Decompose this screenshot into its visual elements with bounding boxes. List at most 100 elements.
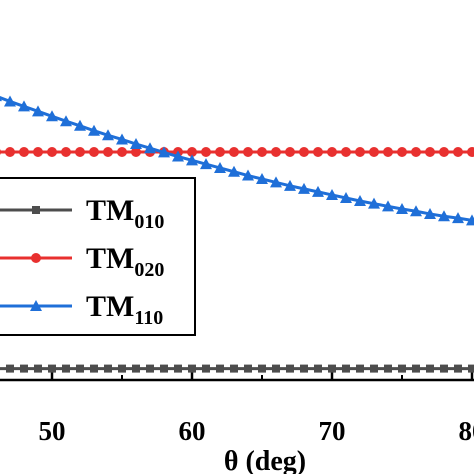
- marker: [31, 253, 41, 263]
- marker: [47, 147, 57, 157]
- marker: [272, 364, 280, 373]
- marker: [61, 147, 71, 157]
- marker: [19, 147, 29, 157]
- marker: [20, 364, 28, 373]
- marker: [243, 147, 253, 157]
- marker: [300, 364, 308, 373]
- marker: [453, 147, 463, 157]
- marker: [327, 147, 337, 157]
- marker: [6, 364, 14, 373]
- marker: [368, 197, 380, 209]
- marker: [397, 147, 407, 157]
- marker: [439, 147, 449, 157]
- legend-label: TM110: [86, 290, 163, 329]
- marker: [257, 147, 267, 157]
- x-axis-label: θ (deg): [224, 446, 306, 474]
- marker: [411, 147, 421, 157]
- x-tick-label: 60: [179, 416, 206, 446]
- marker: [440, 364, 448, 373]
- marker: [32, 105, 44, 117]
- marker: [4, 95, 16, 107]
- marker: [75, 147, 85, 157]
- marker: [214, 161, 226, 173]
- marker: [285, 147, 295, 157]
- marker: [188, 364, 196, 373]
- legend-label: TM020: [86, 242, 164, 281]
- marker: [30, 300, 42, 311]
- marker: [383, 147, 393, 157]
- marker: [454, 364, 462, 373]
- marker: [131, 147, 141, 157]
- marker: [468, 364, 474, 373]
- marker: [340, 191, 352, 203]
- x-tick-label: 70: [319, 416, 346, 446]
- marker: [62, 364, 70, 373]
- marker: [410, 205, 422, 217]
- marker: [328, 364, 336, 373]
- marker: [0, 97, 2, 102]
- marker: [396, 203, 408, 214]
- marker: [48, 364, 56, 373]
- marker: [244, 364, 252, 373]
- marker: [174, 364, 182, 373]
- marker: [467, 147, 474, 157]
- marker: [18, 100, 30, 112]
- marker: [88, 124, 100, 136]
- marker: [116, 133, 128, 145]
- marker: [160, 364, 168, 373]
- marker: [466, 214, 474, 226]
- marker: [452, 212, 464, 224]
- legend-label: TM010: [86, 194, 164, 233]
- marker: [186, 154, 198, 166]
- marker: [398, 364, 406, 373]
- marker: [382, 200, 394, 212]
- x-tick-label: 80: [459, 416, 474, 446]
- marker: [355, 147, 365, 157]
- marker: [229, 147, 239, 157]
- marker: [118, 364, 126, 373]
- marker: [369, 147, 379, 157]
- marker: [146, 364, 154, 373]
- marker: [32, 206, 40, 214]
- marker: [326, 188, 338, 200]
- marker: [271, 147, 281, 157]
- marker: [284, 179, 296, 191]
- marker: [5, 147, 15, 157]
- marker: [438, 210, 450, 222]
- marker: [0, 149, 1, 155]
- marker: [34, 364, 42, 373]
- marker: [104, 364, 112, 373]
- marker: [270, 176, 282, 188]
- marker: [312, 185, 324, 197]
- marker: [76, 364, 84, 373]
- marker: [228, 165, 240, 177]
- marker: [89, 147, 99, 157]
- x-tick-label: 50: [39, 416, 66, 446]
- marker: [286, 364, 294, 373]
- marker: [314, 364, 322, 373]
- marker: [200, 158, 212, 170]
- marker: [426, 364, 434, 373]
- marker: [60, 115, 72, 127]
- marker: [201, 147, 211, 157]
- marker: [299, 147, 309, 157]
- marker: [215, 147, 225, 157]
- marker: [341, 147, 351, 157]
- marker: [172, 150, 184, 162]
- marker: [313, 147, 323, 157]
- marker: [46, 110, 58, 122]
- marker: [202, 364, 210, 373]
- marker: [384, 364, 392, 373]
- marker: [256, 172, 268, 184]
- marker: [103, 147, 113, 157]
- marker: [90, 364, 98, 373]
- marker: [424, 207, 436, 219]
- marker: [258, 364, 266, 373]
- marker: [425, 147, 435, 157]
- marker: [342, 364, 350, 373]
- marker: [370, 364, 378, 373]
- marker: [216, 364, 224, 373]
- marker: [298, 182, 310, 194]
- marker: [187, 147, 197, 157]
- marker: [102, 129, 114, 141]
